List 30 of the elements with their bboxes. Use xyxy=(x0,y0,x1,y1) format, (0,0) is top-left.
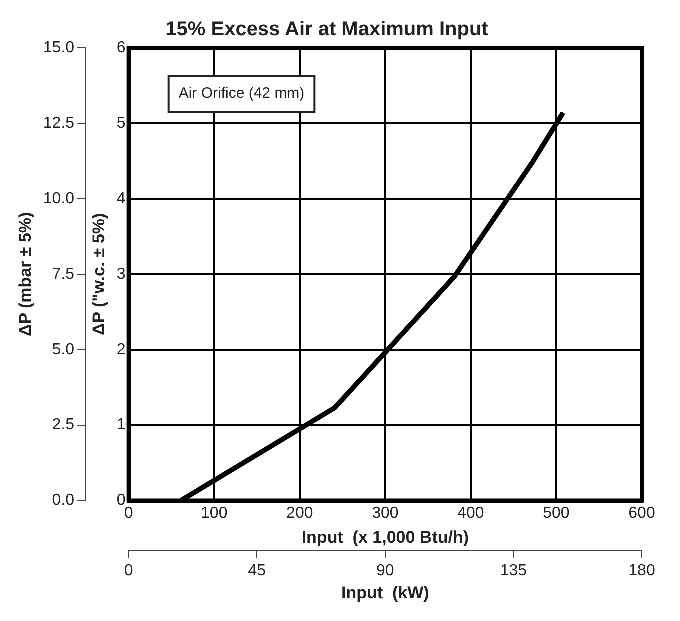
x2-tick-label: 135 xyxy=(500,562,528,580)
annotation: Air Orifice (42 mm) xyxy=(178,85,305,102)
chart-title: 15% Excess Air at Maximum Input xyxy=(166,18,489,41)
x2-axis-title: Input (kW) xyxy=(342,583,430,602)
y2-tick-label: 5.0 xyxy=(52,341,75,358)
y-tick-label: 4 xyxy=(116,190,126,208)
y2-tick-label: 10.0 xyxy=(43,190,75,208)
y2-tick-label: 15.0 xyxy=(43,39,75,56)
y2-tick-label: 12.5 xyxy=(43,114,75,132)
x-tick-label: 500 xyxy=(543,504,570,522)
x-tick-label: 600 xyxy=(628,504,656,522)
y2-tick-label: 0.0 xyxy=(52,492,75,510)
y-axis-title: ΔP ("w.c. ± 5%) xyxy=(89,213,108,336)
y-tick-label: 0 xyxy=(116,492,126,510)
x-tick-label: 200 xyxy=(286,504,314,522)
y2-tick-label: 7.5 xyxy=(52,266,75,283)
y-tick-label: 2 xyxy=(116,341,126,358)
x-tick-label: 300 xyxy=(372,504,399,522)
y-tick-label: 3 xyxy=(116,266,126,283)
x-tick-label: 400 xyxy=(458,504,484,522)
y-tick-label: 5 xyxy=(116,114,126,132)
y2-axis-title: ΔP (mbar ± 5%) xyxy=(16,212,35,337)
y-tick-label: 6 xyxy=(116,39,126,56)
x2-tick-label: 45 xyxy=(248,562,266,580)
x-tick-label: 100 xyxy=(201,504,228,522)
x2-tick-label: 90 xyxy=(376,562,394,580)
y2-tick-label: 2.5 xyxy=(52,416,75,434)
x2-tick-label: 180 xyxy=(628,562,656,580)
x-axis-title: Input (x 1,000 Btu/h) xyxy=(302,528,470,547)
y-tick-label: 1 xyxy=(116,416,126,434)
